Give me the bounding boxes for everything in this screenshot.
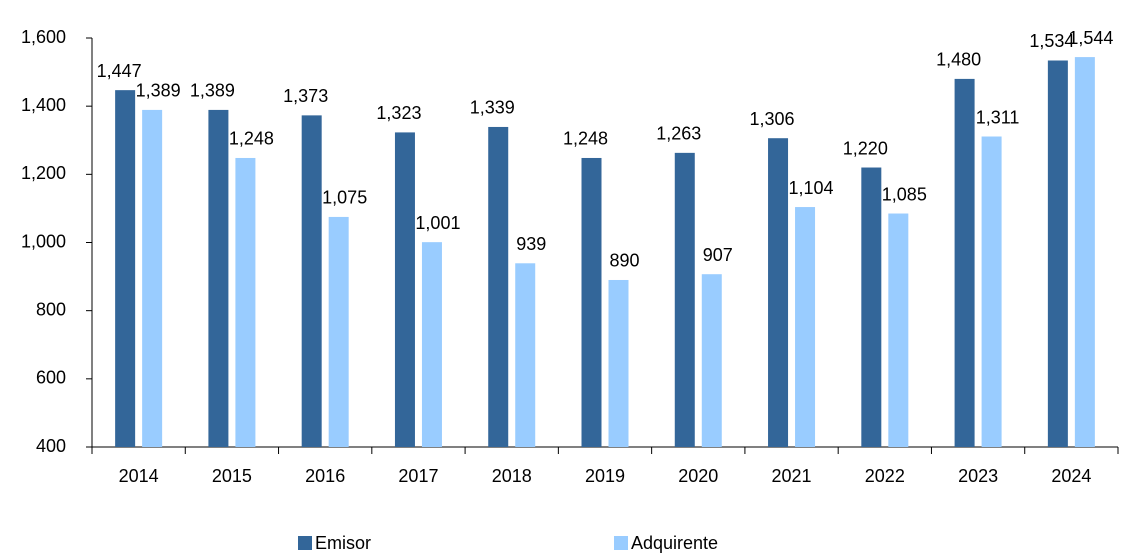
x-tick-label: 2023: [958, 466, 998, 486]
value-label: 890: [609, 251, 639, 271]
legend-label: Adquirente: [631, 533, 718, 553]
bar: [581, 157, 602, 447]
value-label: 1,544: [1068, 28, 1113, 48]
bar: [861, 167, 882, 447]
bar: [795, 207, 816, 447]
y-tick-label: 1,600: [21, 27, 66, 47]
bar: [888, 213, 909, 447]
value-label: 1,263: [656, 124, 701, 144]
bar: [328, 216, 349, 447]
value-label: 907: [703, 245, 733, 265]
value-label: 1,323: [376, 103, 421, 123]
value-label: 1,001: [415, 213, 460, 233]
value-label: 1,480: [936, 50, 981, 70]
value-label: 1,104: [789, 178, 834, 198]
bar: [488, 126, 509, 448]
legend-label: Emisor: [315, 533, 371, 553]
bar: [115, 90, 136, 448]
bar: [768, 138, 789, 447]
value-label: 1,373: [283, 86, 328, 106]
y-tick-label: 800: [36, 299, 66, 319]
legend-swatch: [298, 536, 312, 550]
y-tick-label: 1,000: [21, 231, 66, 251]
value-label: 1,389: [136, 81, 181, 101]
value-label: 1,220: [843, 138, 888, 158]
bar: [674, 152, 695, 447]
y-tick-label: 600: [36, 368, 66, 388]
x-tick-label: 2022: [865, 466, 905, 486]
y-tick-label: 1,200: [21, 163, 66, 183]
value-label: 1,306: [750, 109, 795, 129]
value-label: 1,339: [470, 98, 515, 118]
x-tick-label: 2014: [119, 466, 159, 486]
bar: [142, 109, 163, 447]
bar: [208, 109, 229, 447]
x-tick-label: 2020: [678, 466, 718, 486]
value-label: 1,447: [97, 61, 142, 81]
legend-swatch: [614, 536, 628, 550]
value-label: 1,311: [976, 107, 1020, 127]
bar: [235, 157, 256, 447]
x-tick-label: 2015: [212, 466, 252, 486]
bar: [421, 242, 442, 447]
x-tick-label: 2018: [492, 466, 532, 486]
x-tick-label: 2024: [1051, 466, 1091, 486]
bar: [301, 115, 322, 447]
value-label: 939: [516, 234, 546, 254]
x-tick-label: 2017: [398, 466, 438, 486]
value-label: 1,085: [882, 184, 927, 204]
x-tick-label: 2021: [772, 466, 812, 486]
bar: [701, 274, 722, 447]
y-tick-label: 1,400: [21, 95, 66, 115]
x-tick-label: 2016: [305, 466, 345, 486]
value-label: 1,248: [563, 129, 608, 149]
bar: [954, 78, 975, 448]
bar: [394, 132, 415, 447]
bar: [1074, 57, 1095, 447]
bar: [981, 136, 1002, 447]
bar: [515, 263, 536, 447]
bar: [608, 279, 629, 447]
x-tick-label: 2019: [585, 466, 625, 486]
bar: [1047, 60, 1068, 448]
value-label: 1,534: [1029, 31, 1074, 51]
value-label: 1,389: [190, 81, 235, 101]
value-label: 1,248: [229, 129, 274, 149]
y-tick-label: 400: [36, 436, 66, 456]
value-label: 1,075: [322, 188, 367, 208]
